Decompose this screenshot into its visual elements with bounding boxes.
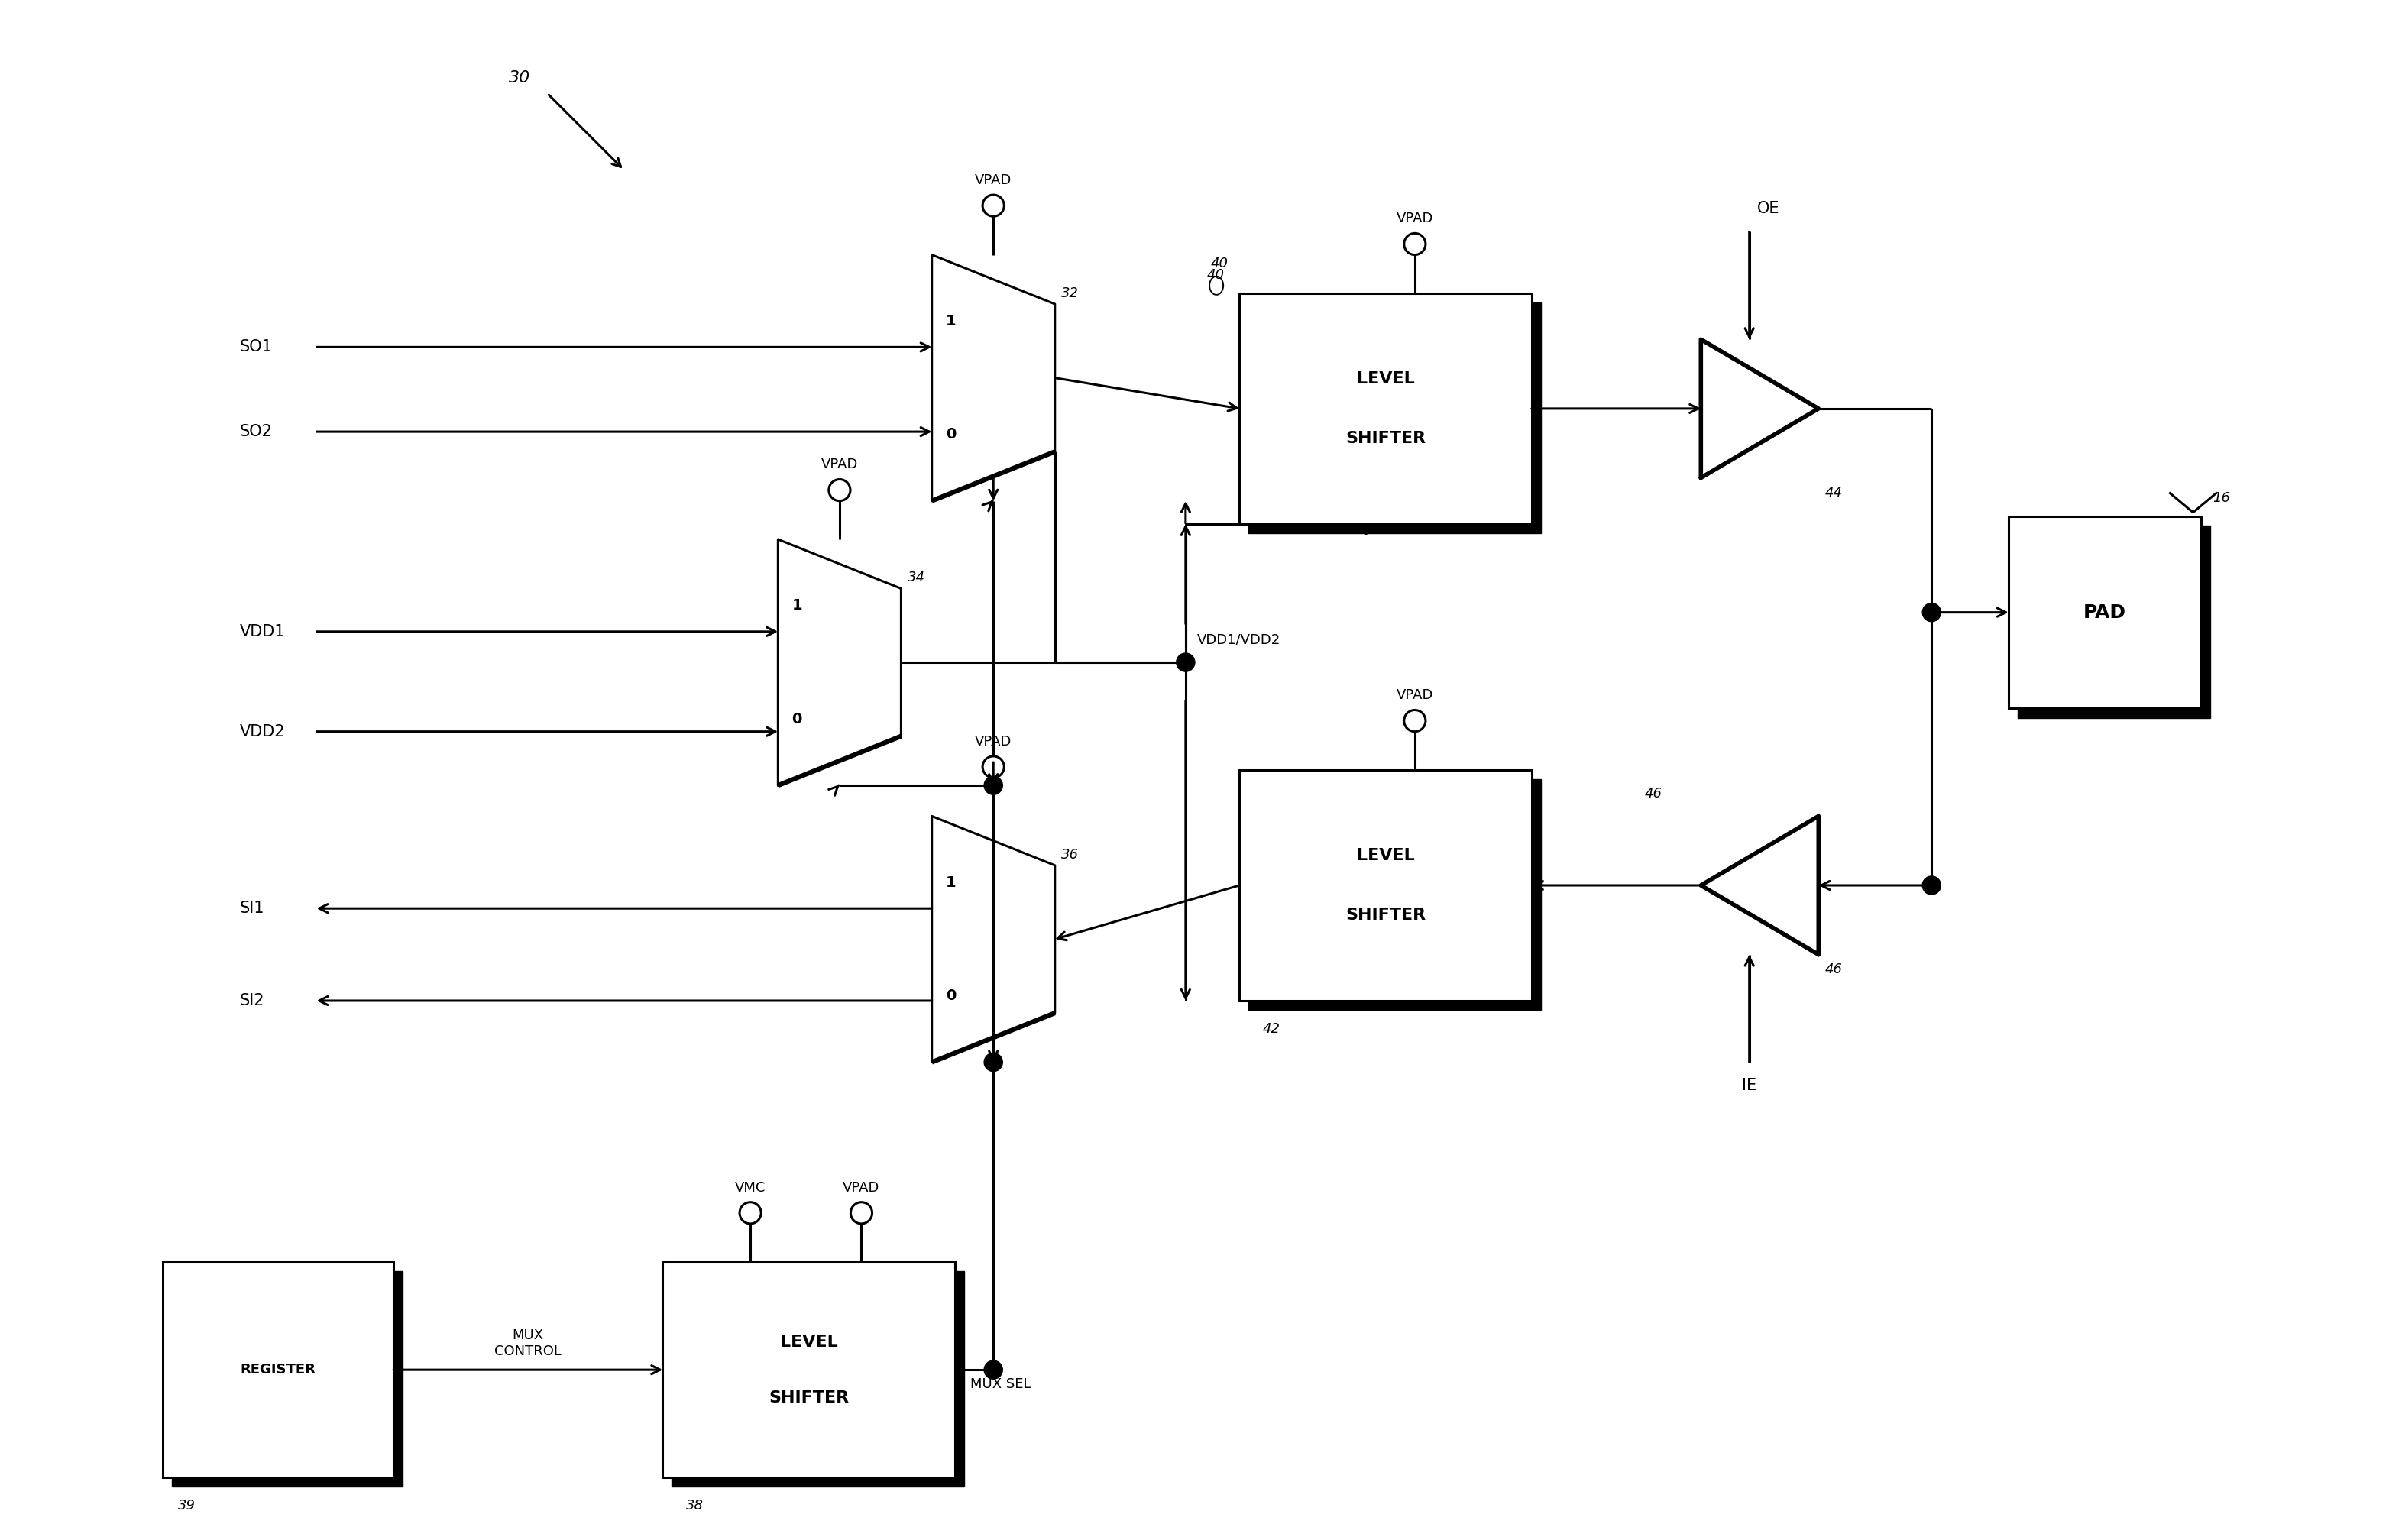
Text: SHIFTER: SHIFTER [769,1391,848,1406]
Bar [673,1272,963,1486]
Text: 40: 40 [1211,257,1227,269]
Text: VPAD: VPAD [1396,688,1434,702]
Text: MUX SEL: MUX SEL [970,1377,1030,1391]
Text: LEVEL: LEVEL [781,1334,838,1349]
Circle shape [1922,604,1941,622]
Text: 30: 30 [509,71,531,86]
Bar [1249,779,1542,1010]
Text: 42: 42 [1263,1023,1280,1036]
Circle shape [1177,653,1194,671]
Text: 0: 0 [946,989,956,1003]
Text: 1: 1 [946,314,956,328]
Text: 46: 46 [1826,962,1842,976]
Bar [663,1263,956,1477]
Bar [2018,525,2210,718]
Bar [173,1272,404,1486]
Text: 36: 36 [1062,847,1078,861]
Text: VPAD: VPAD [975,174,1011,188]
Circle shape [985,1360,1002,1378]
Text: VMC: VMC [735,1181,766,1195]
Text: VDD1/VDD2: VDD1/VDD2 [1196,633,1280,647]
Text: 16: 16 [2212,491,2229,505]
Circle shape [1922,876,1941,895]
Text: SI1: SI1 [240,901,264,916]
Text: PAD: PAD [2083,604,2126,622]
Text: VPAD: VPAD [821,457,858,471]
Text: SO2: SO2 [240,424,271,439]
Text: SO1: SO1 [240,339,271,354]
Text: 44: 44 [1826,485,1842,499]
Text: IE: IE [1741,1078,1756,1093]
Circle shape [1405,233,1424,254]
Text: VPAD: VPAD [975,735,1011,748]
Circle shape [740,1203,761,1224]
Text: 1: 1 [946,875,956,890]
Text: REGISTER: REGISTER [240,1363,317,1377]
Text: 1: 1 [793,599,802,613]
Text: SHIFTER: SHIFTER [1345,907,1427,922]
Circle shape [985,776,1002,795]
Text: 34: 34 [908,571,925,585]
Circle shape [829,479,850,500]
Text: SI2: SI2 [240,993,264,1009]
Bar [1239,293,1532,524]
Text: MUX
CONTROL: MUX CONTROL [495,1329,562,1358]
Text: OE: OE [1756,202,1780,216]
Text: 0: 0 [946,427,956,442]
Text: VPAD: VPAD [1396,213,1434,225]
Circle shape [850,1203,872,1224]
Text: 39: 39 [178,1498,195,1512]
Bar [1249,302,1542,533]
Text: VPAD: VPAD [843,1181,879,1195]
Circle shape [982,756,1004,778]
Text: 40: 40 [1206,268,1225,282]
Text: 46: 46 [1645,787,1662,801]
Circle shape [985,1053,1002,1072]
Text: LEVEL: LEVEL [1357,847,1415,862]
Circle shape [1405,710,1424,732]
Text: LEVEL: LEVEL [1357,371,1415,387]
Text: 32: 32 [1062,286,1078,300]
Circle shape [982,196,1004,216]
Text: SHIFTER: SHIFTER [1345,431,1427,447]
Text: VDD2: VDD2 [240,724,286,739]
Text: VDD1: VDD1 [240,624,286,639]
Text: 0: 0 [793,711,802,727]
Bar [163,1263,394,1477]
Bar [2008,516,2200,708]
Text: 38: 38 [685,1498,704,1512]
Bar [1239,770,1532,1001]
